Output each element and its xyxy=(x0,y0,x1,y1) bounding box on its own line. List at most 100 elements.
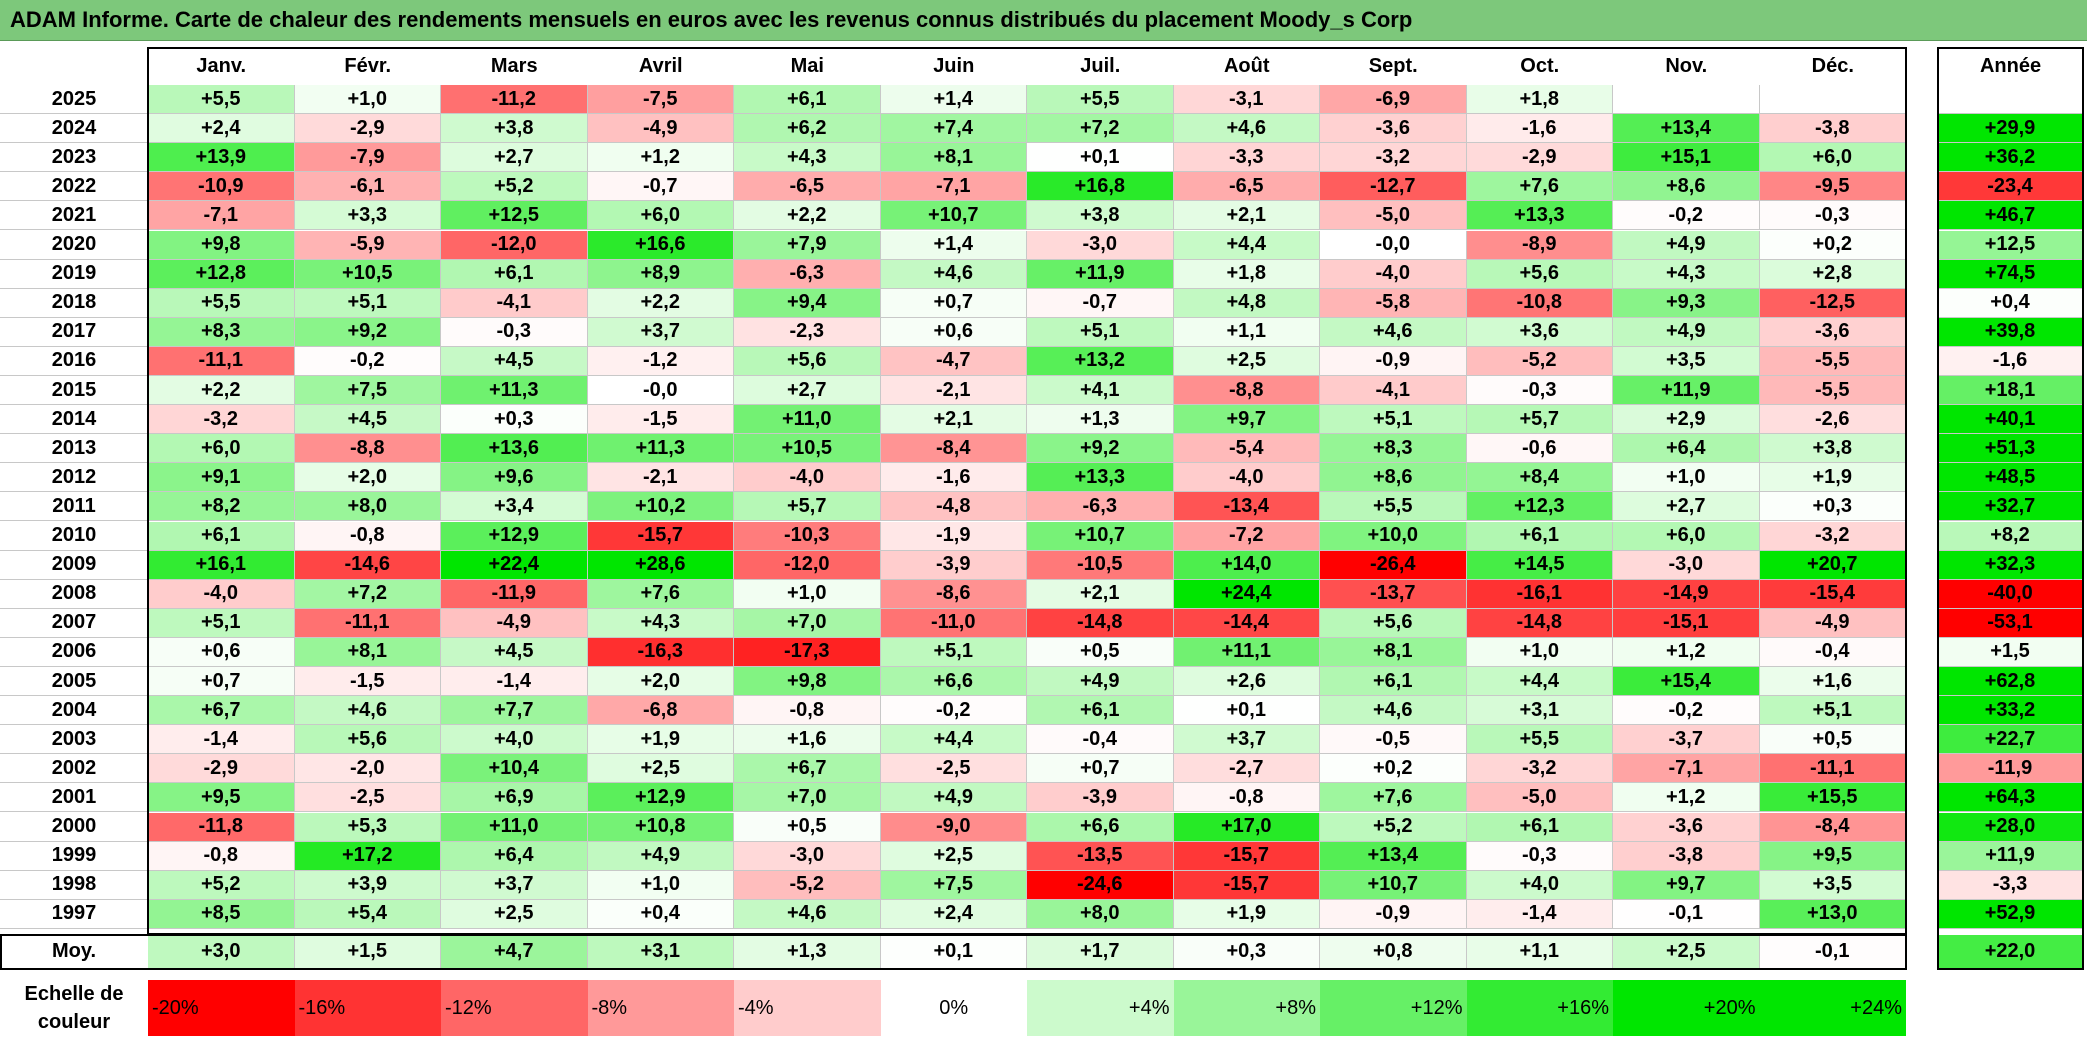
heatmap-cell: -2,9 xyxy=(148,754,295,784)
heatmap-cell: -0,6 xyxy=(1466,434,1613,464)
heatmap-cell: -6,3 xyxy=(734,259,881,289)
heatmap-cell: -14,8 xyxy=(1466,608,1613,638)
heatmap-cell: -5,8 xyxy=(1320,288,1467,318)
heatmap-cell: -0,7 xyxy=(1027,288,1174,318)
heatmap-cell: -2,0 xyxy=(294,754,441,784)
heatmap-cell: +5,2 xyxy=(441,172,588,202)
heatmap-cell: +3,7 xyxy=(441,870,588,900)
annual-cell: +22,7 xyxy=(1938,725,2083,755)
average-cell: +1,5 xyxy=(294,934,441,969)
year-label: 1998 xyxy=(0,871,148,900)
heatmap-cell: +5,5 xyxy=(148,288,295,318)
scale-step: +8% xyxy=(1173,980,1320,1036)
heatmap-cell: -11,1 xyxy=(294,608,441,638)
heatmap-cell: +2,0 xyxy=(294,463,441,493)
heatmap-cell: +1,9 xyxy=(1173,899,1320,929)
heatmap-cell: +11,3 xyxy=(587,434,734,464)
heatmap-cell: -4,0 xyxy=(1320,259,1467,289)
heatmap-cell: +3,5 xyxy=(1759,870,1906,900)
heatmap-cell: -7,9 xyxy=(294,143,441,173)
heatmap-cell: +0,3 xyxy=(441,405,588,435)
heatmap-cell: -0,8 xyxy=(294,521,441,551)
year-label: 2024 xyxy=(0,114,148,144)
average-cell: +0,3 xyxy=(1173,934,1320,969)
heatmap-cell: -2,5 xyxy=(294,783,441,813)
heatmap-cell: +13,0 xyxy=(1759,899,1906,929)
heatmap-cell: +17,0 xyxy=(1173,812,1320,842)
heatmap-cell: +4,9 xyxy=(1027,667,1174,697)
heatmap-cell: -4,9 xyxy=(441,608,588,638)
heatmap-cell: +10,7 xyxy=(1320,870,1467,900)
heatmap-cell: +7,0 xyxy=(734,783,881,813)
heatmap-cell: +15,1 xyxy=(1613,143,1760,173)
year-column-header: Année xyxy=(1979,55,2042,77)
heatmap-cell: +8,1 xyxy=(1320,637,1467,667)
heatmap-cell: +5,5 xyxy=(1027,85,1174,115)
heatmap-cell: +5,6 xyxy=(734,346,881,376)
heatmap-cell: -12,7 xyxy=(1320,172,1467,202)
heatmap-cell: -3,2 xyxy=(1466,754,1613,784)
heatmap-cell: +4,4 xyxy=(1466,667,1613,697)
heatmap-cell: -0,3 xyxy=(1466,841,1613,871)
heatmap-cell: +9,6 xyxy=(441,463,588,493)
heatmap-cell: +8,4 xyxy=(1466,463,1613,493)
annual-cell xyxy=(1938,85,2083,115)
heatmap-cell: +1,4 xyxy=(880,230,1027,260)
heatmap-cell: -0,9 xyxy=(1320,346,1467,376)
heatmap-cell: -3,2 xyxy=(148,405,295,435)
year-label: 1997 xyxy=(0,900,148,929)
heatmap-cell: +1,9 xyxy=(587,725,734,755)
heatmap-cell: -2,9 xyxy=(1466,143,1613,173)
heatmap-cell: +1,8 xyxy=(1173,259,1320,289)
heatmap-cell: -2,5 xyxy=(880,754,1027,784)
heatmap-cell: +11,9 xyxy=(1613,376,1760,406)
heatmap-cell: +10,5 xyxy=(734,434,881,464)
heatmap-cell: +4,4 xyxy=(1173,230,1320,260)
heatmap-cell: +4,5 xyxy=(294,405,441,435)
heatmap-cell: +6,7 xyxy=(148,696,295,726)
heatmap-cell: -3,6 xyxy=(1613,812,1760,842)
heatmap-cell: -7,2 xyxy=(1173,521,1320,551)
heatmap-cell: +8,2 xyxy=(148,492,295,522)
heatmap-cell: +2,2 xyxy=(734,201,881,231)
scale-step: +4% xyxy=(1027,980,1174,1036)
heatmap-cell: +6,1 xyxy=(1466,521,1613,551)
heatmap-cell: -5,5 xyxy=(1759,346,1906,376)
heatmap-cell: +10,0 xyxy=(1320,521,1467,551)
heatmap-cell: -3,0 xyxy=(1027,230,1174,260)
heatmap-cell: +9,8 xyxy=(148,230,295,260)
heatmap-cell: +5,4 xyxy=(294,899,441,929)
heatmap-cell: +0,4 xyxy=(587,899,734,929)
heatmap-cell: +3,7 xyxy=(587,317,734,347)
heatmap-cell: -2,7 xyxy=(1173,754,1320,784)
heatmap-cell: +2,7 xyxy=(441,143,588,173)
heatmap-cell: +15,4 xyxy=(1613,667,1760,697)
heatmap-cell: +2,5 xyxy=(441,899,588,929)
heatmap-cell: -3,8 xyxy=(1613,841,1760,871)
heatmap-cell: +4,1 xyxy=(1027,376,1174,406)
heatmap-cell: +10,7 xyxy=(1027,521,1174,551)
heatmap-cell: +10,4 xyxy=(441,754,588,784)
heatmap-cell: +6,1 xyxy=(1027,696,1174,726)
heatmap-cell: +6,6 xyxy=(880,667,1027,697)
heatmap-cell: +9,7 xyxy=(1173,405,1320,435)
heatmap-cell: +6,0 xyxy=(587,201,734,231)
heatmap-cell: -8,6 xyxy=(880,579,1027,609)
heatmap-cell: -0,2 xyxy=(1613,696,1760,726)
scale-step: -8% xyxy=(587,980,734,1036)
heatmap-cell: +6,1 xyxy=(441,259,588,289)
heatmap-cell: +4,4 xyxy=(880,725,1027,755)
annual-cell: -23,4 xyxy=(1938,172,2083,202)
year-label: 2003 xyxy=(0,725,148,755)
heatmap-cell: -3,7 xyxy=(1613,725,1760,755)
month-header: Août xyxy=(1223,55,1270,77)
annual-cell: +28,0 xyxy=(1938,812,2083,842)
heatmap-cell: +1,0 xyxy=(587,870,734,900)
heatmap-cell: +2,9 xyxy=(1613,405,1760,435)
heatmap-cell: +1,4 xyxy=(880,85,1027,115)
heatmap-cell: +12,8 xyxy=(148,259,295,289)
heatmap-cell: -14,9 xyxy=(1613,579,1760,609)
scale-step: 0% xyxy=(880,980,1027,1036)
average-cell: +3,0 xyxy=(148,934,295,969)
heatmap-cell: +7,5 xyxy=(880,870,1027,900)
